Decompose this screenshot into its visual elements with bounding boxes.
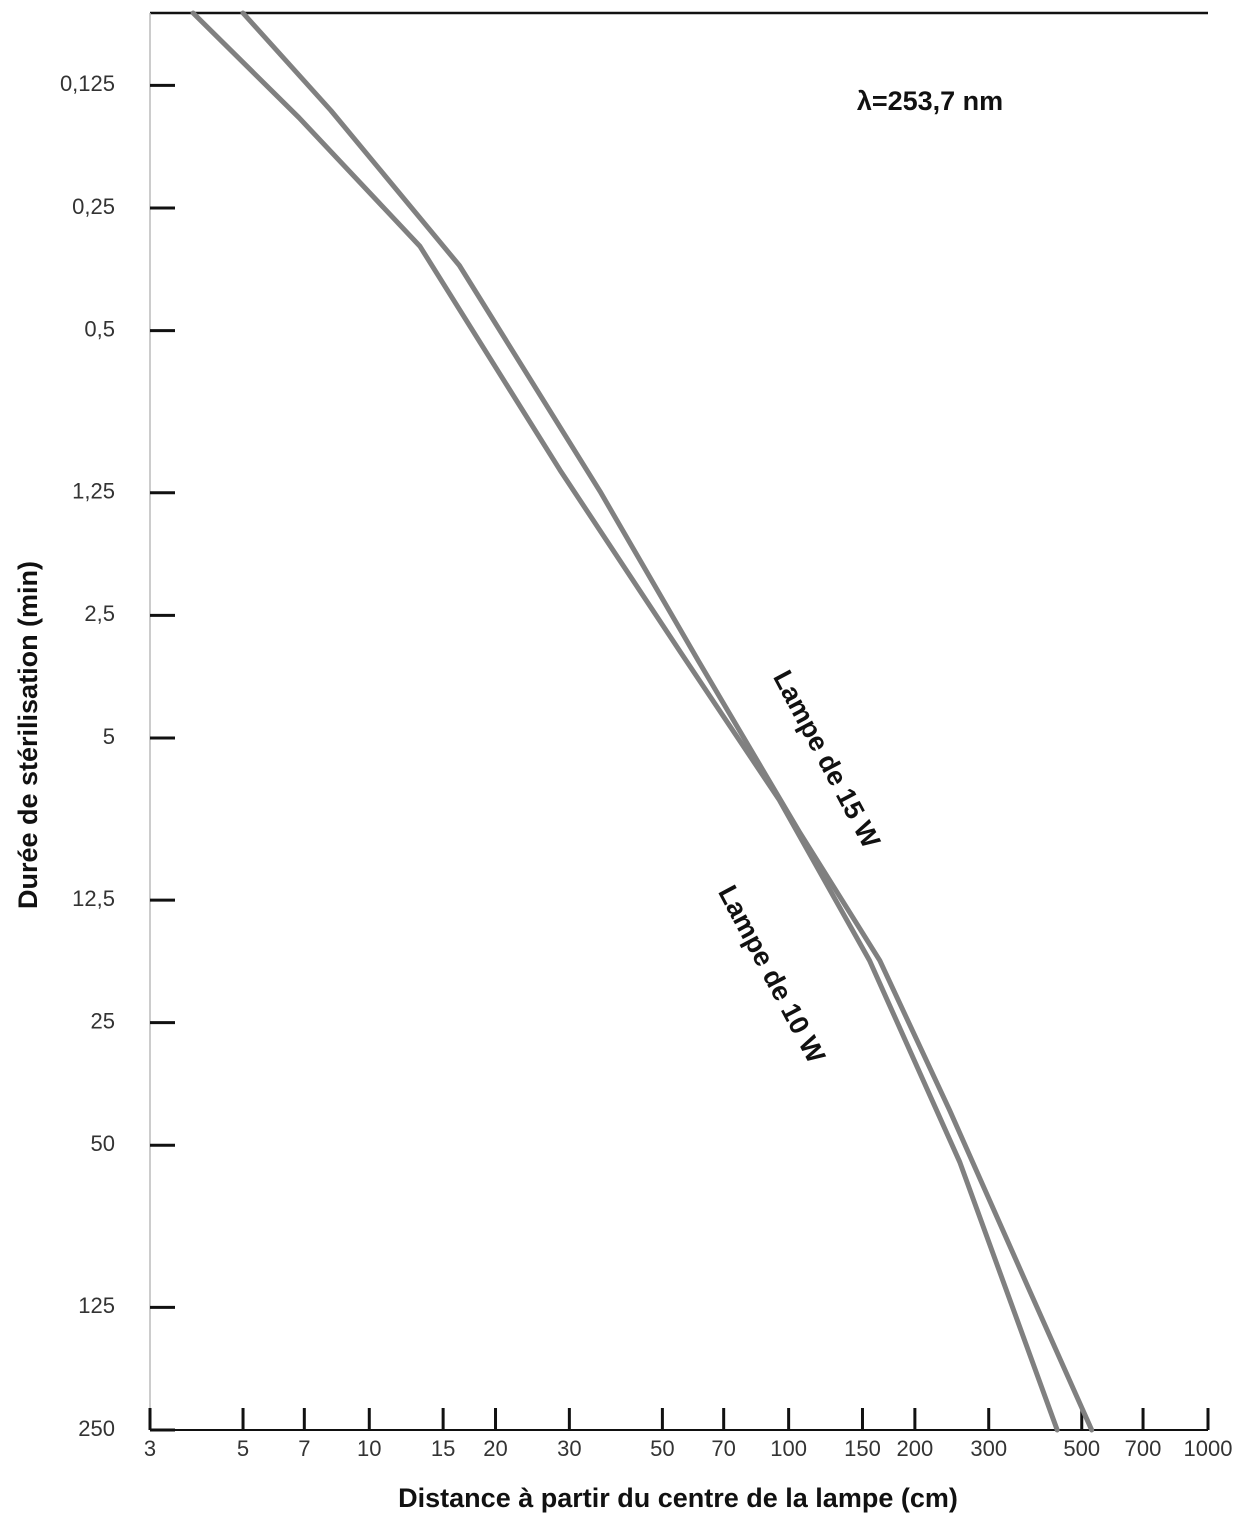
series-line [190,10,1060,1433]
y-tick-label: 5 [103,724,115,749]
x-tick-label: 100 [770,1436,807,1461]
y-tick-label: 50 [91,1131,115,1156]
x-tick-label: 300 [970,1436,1007,1461]
x-tick-label: 1000 [1184,1436,1233,1461]
y-tick-label: 2,5 [84,601,115,626]
x-tick-label: 3 [144,1436,156,1461]
x-tick-label: 200 [897,1436,934,1461]
y-axis-title: Durée de stérilisation (min) [13,561,43,909]
x-tick-label: 70 [711,1436,735,1461]
x-tick-label: 500 [1063,1436,1100,1461]
y-tick-label: 125 [78,1293,115,1318]
x-tick-label: 50 [650,1436,674,1461]
y-tick-label: 12,5 [72,886,115,911]
y-tick-label: 250 [78,1416,115,1441]
y-tick-label: 0,25 [72,194,115,219]
x-tick-label: 10 [357,1436,381,1461]
y-tick-label: 0,125 [60,71,115,96]
x-tick-label: 150 [844,1436,881,1461]
x-tick-label: 20 [483,1436,507,1461]
x-tick-label: 5 [237,1436,249,1461]
x-tick-label: 700 [1125,1436,1162,1461]
x-tick-label: 15 [431,1436,455,1461]
x-tick-label: 30 [557,1436,581,1461]
x-axis-title: Distance à partir du centre de la lampe … [398,1483,958,1513]
y-tick-label: 25 [91,1008,115,1033]
y-tick-label: 0,5 [84,316,115,341]
y-tick-label: 1,25 [72,479,115,504]
series-line [240,10,1095,1433]
x-tick-label: 7 [298,1436,310,1461]
annotation: λ=253,7 nm [857,86,1003,116]
